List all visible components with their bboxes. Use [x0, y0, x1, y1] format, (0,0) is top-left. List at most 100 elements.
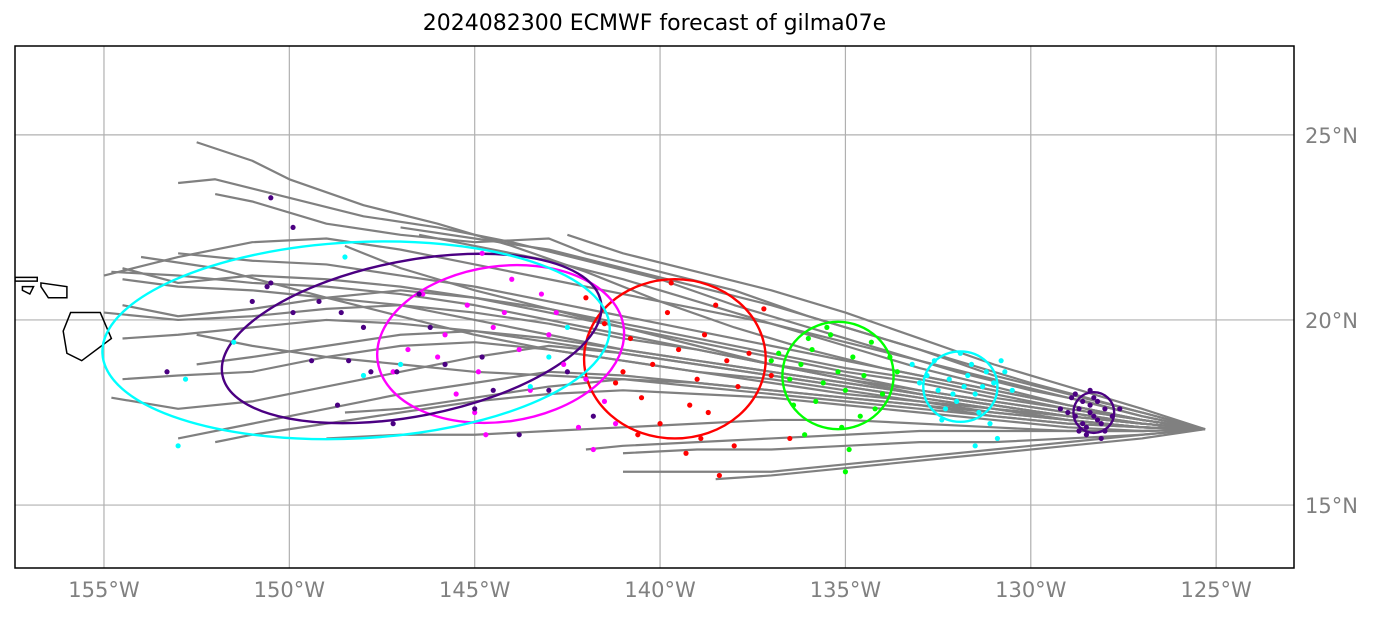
position-dot-tau-168 — [564, 324, 570, 330]
track-line — [567, 233, 1206, 431]
position-dot-tau-144 — [490, 387, 496, 393]
position-dot-tau-144 — [290, 309, 296, 316]
position-dot-tau-96 — [650, 361, 656, 367]
ellipse-tau-144 — [220, 252, 603, 425]
position-dot-tau-120 — [538, 291, 545, 297]
position-dot-tau-48 — [979, 383, 986, 390]
position-dot-tau-72 — [894, 369, 900, 375]
position-dot-tau-120 — [601, 398, 608, 405]
position-dot-tau-120 — [553, 309, 559, 316]
position-dot-tau-72 — [850, 354, 856, 360]
position-dot-tau-168 — [182, 376, 189, 382]
track-line — [103, 237, 1206, 431]
x-tick-label: 155°W — [68, 578, 140, 602]
position-dot-tau-96 — [601, 321, 608, 327]
position-dot-tau-24 — [1087, 409, 1093, 416]
position-dot-tau-144 — [308, 358, 315, 364]
position-dot-tau-24 — [1083, 432, 1089, 438]
track-line — [111, 344, 1206, 431]
position-dot-tau-48 — [957, 350, 963, 356]
track-line — [122, 267, 1206, 431]
position-dot-tau-72 — [768, 358, 774, 364]
position-dot-tau-96 — [657, 421, 663, 427]
position-dot-tau-72 — [857, 413, 863, 419]
track-line — [196, 333, 1206, 431]
position-dot-tau-72 — [802, 432, 808, 438]
position-dot-tau-120 — [612, 421, 619, 427]
position-dot-tau-120 — [516, 346, 522, 353]
position-dot-tau-72 — [839, 424, 845, 430]
position-dot-tau-48 — [961, 383, 967, 390]
position-dot-tau-24 — [1091, 413, 1097, 419]
position-dot-tau-144 — [590, 413, 596, 419]
position-dot-tau-120 — [509, 276, 515, 282]
position-dot-tau-24 — [1057, 406, 1064, 412]
position-dot-tau-144 — [346, 358, 352, 364]
position-dot-tau-168 — [175, 443, 181, 449]
position-dot-tau-144 — [546, 387, 552, 393]
position-dot-tau-24 — [1091, 395, 1097, 401]
position-dot-tau-120 — [575, 424, 582, 430]
map-frame — [14, 45, 1295, 569]
position-dot-tau-24 — [1098, 435, 1104, 442]
position-dot-tau-48 — [998, 358, 1004, 364]
position-dot-tau-72 — [887, 354, 893, 360]
ellipse-tau-96 — [582, 278, 767, 440]
position-dot-tau-120 — [435, 354, 441, 360]
position-dot-tau-168 — [546, 354, 552, 360]
position-dot-tau-96 — [638, 395, 645, 401]
position-dot-tau-48 — [972, 443, 978, 449]
uncertainty-ellipses — [101, 240, 1116, 441]
position-dot-tau-24 — [1102, 428, 1108, 434]
position-dot-tau-144 — [268, 195, 274, 201]
position-dot-tau-96 — [698, 435, 704, 442]
position-dot-tau-120 — [527, 387, 533, 393]
x-tick-label: 145°W — [439, 578, 511, 602]
position-dot-tau-24 — [1080, 421, 1086, 427]
position-dot-tau-168 — [527, 383, 533, 390]
x-tick-label: 135°W — [810, 578, 882, 602]
position-dot-tau-48 — [924, 372, 930, 379]
y-tick-label: 15°N — [1305, 494, 1358, 518]
position-dot-tau-168 — [342, 254, 348, 260]
position-dot-tau-96 — [620, 369, 626, 375]
position-dot-tau-24 — [1072, 413, 1078, 419]
position-dot-tau-120 — [453, 391, 459, 397]
x-tick-label: 140°W — [624, 578, 696, 602]
position-dot-tau-96 — [635, 432, 641, 438]
position-dot-tau-72 — [820, 380, 826, 386]
position-dot-tau-24 — [1065, 409, 1071, 416]
position-dot-tau-144 — [442, 361, 448, 367]
position-dot-tau-168 — [360, 372, 367, 379]
position-dot-tau-48 — [968, 361, 975, 367]
track-line — [178, 178, 1206, 431]
axis-tick-labels: 155°W 150°W 145°W 140°W 135°W 130°W 125°W 15°N 2… — [68, 124, 1358, 602]
position-dot-tau-120 — [420, 291, 426, 297]
track-line — [344, 378, 1206, 431]
position-dot-tau-72 — [835, 369, 841, 375]
position-dot-tau-96 — [612, 380, 619, 386]
position-dot-tau-72 — [824, 324, 830, 330]
position-dot-tau-96 — [687, 402, 693, 408]
ellipse-tau-72 — [781, 320, 895, 431]
position-dot-tau-72 — [813, 398, 819, 405]
ellipse-tau-168 — [101, 240, 611, 441]
position-dot-tau-120 — [483, 432, 489, 438]
position-dot-tau-24 — [1068, 395, 1075, 401]
position-dot-tau-144 — [268, 280, 274, 286]
track-line — [103, 304, 1206, 431]
position-dot-tau-144 — [516, 432, 522, 438]
position-dot-tau-144 — [472, 406, 478, 412]
x-tick-label: 150°W — [254, 578, 326, 602]
ellipse-tau-24 — [1072, 390, 1116, 435]
position-dot-tau-96 — [735, 383, 741, 390]
position-dot-tau-120 — [561, 361, 567, 367]
position-dot-tau-72 — [827, 332, 834, 338]
position-dot-tau-24 — [1076, 406, 1082, 412]
position-dot-tau-24 — [1098, 421, 1104, 427]
position-dot-tau-120 — [475, 369, 482, 375]
position-dot-tau-24 — [1080, 398, 1086, 405]
position-dot-tau-48 — [965, 372, 971, 379]
position-dot-tau-96 — [664, 309, 671, 316]
